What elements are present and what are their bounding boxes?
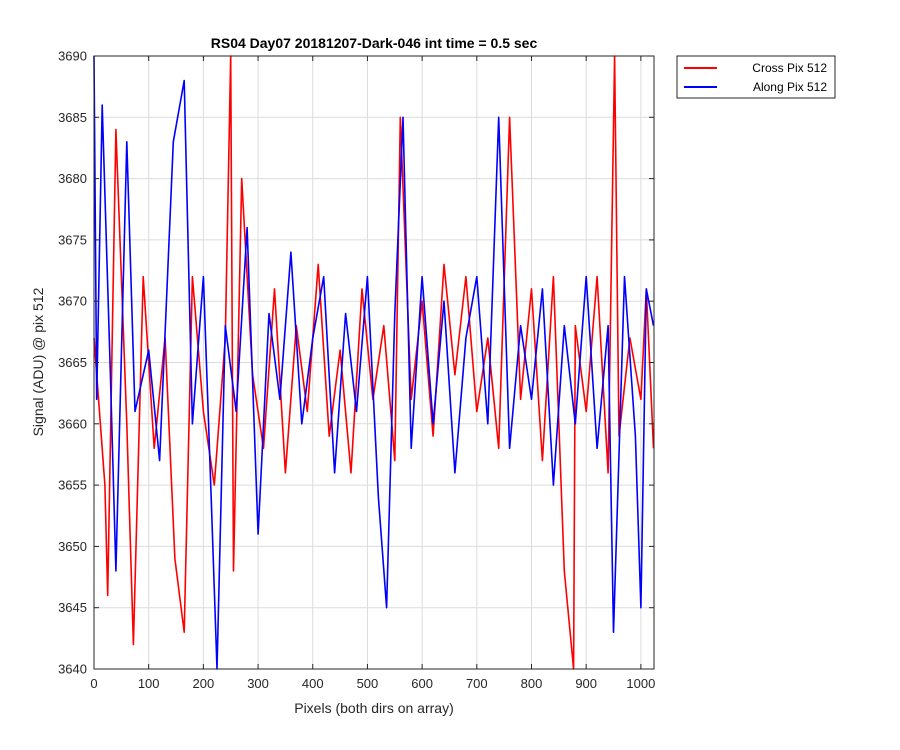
x-tick-label: 900 (575, 676, 597, 691)
legend: Cross Pix 512 Along Pix 512 (676, 55, 836, 99)
series-line-along-pix-512 (93, 55, 655, 670)
y-tick-label: 3670 (58, 294, 87, 309)
x-tick-label: 200 (193, 676, 215, 691)
y-tick-label: 3690 (58, 49, 87, 64)
y-tick-label: 3660 (58, 416, 87, 431)
x-tick-label: 1000 (626, 676, 655, 691)
x-tick-label: 300 (247, 676, 269, 691)
x-tick-label: 600 (411, 676, 433, 691)
y-tick-label: 3655 (58, 478, 87, 493)
x-tick-label: 100 (138, 676, 160, 691)
y-tick-label: 3640 (58, 662, 87, 677)
y-tick-label: 3650 (58, 539, 87, 554)
y-tick-label: 3645 (58, 600, 87, 615)
axis-ticks: 0 100 200 300 400 500 600 700 800 900 1000 3640 3645… (58, 49, 655, 692)
y-tick-label: 3680 (58, 171, 87, 186)
y-tick-label: 3685 (58, 110, 87, 125)
x-tick-label: 0 (90, 676, 97, 691)
x-axis-label: Pixels (both dirs on array) (294, 700, 454, 716)
x-tick-label: 800 (521, 676, 543, 691)
series-layer (93, 55, 655, 670)
x-tick-label: 400 (302, 676, 324, 691)
legend-box (676, 55, 836, 99)
legend-label-along: Along Pix 512 (753, 80, 827, 94)
legend-label-cross: Cross Pix 512 (752, 61, 827, 75)
x-tick-label: 700 (466, 676, 488, 691)
x-tick-label: 500 (357, 676, 379, 691)
y-axis-label: Signal (ADU) @ pix 512 (30, 287, 46, 436)
chart-title: RS04 Day07 20181207-Dark-046 int time = … (211, 35, 538, 51)
y-tick-label: 3665 (58, 355, 87, 370)
y-tick-label: 3675 (58, 232, 87, 247)
